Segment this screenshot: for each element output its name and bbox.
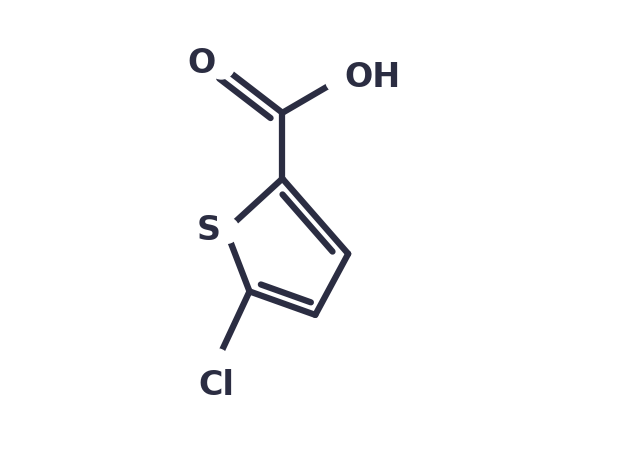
- Circle shape: [204, 349, 230, 375]
- Circle shape: [326, 67, 352, 93]
- Text: O: O: [188, 47, 216, 80]
- Text: OH: OH: [344, 61, 401, 94]
- Text: Cl: Cl: [198, 369, 234, 402]
- Circle shape: [213, 217, 239, 243]
- Text: S: S: [196, 214, 220, 247]
- Circle shape: [208, 53, 234, 79]
